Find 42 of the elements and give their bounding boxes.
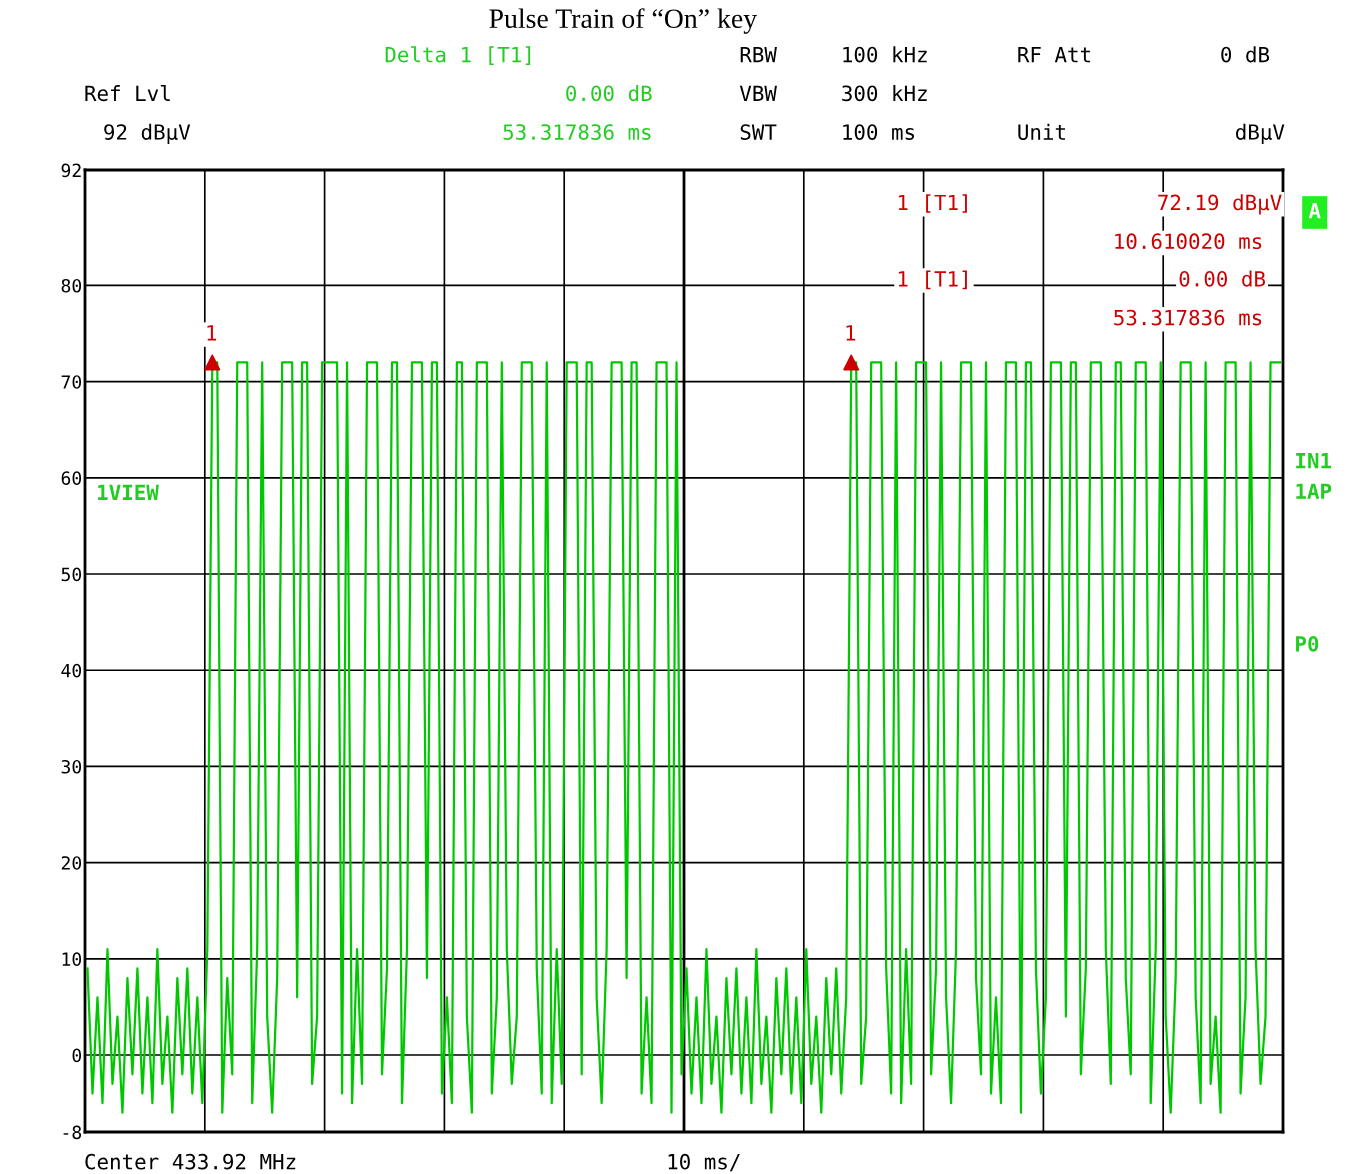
text: Unit	[1018, 123, 1065, 140]
text: 100 kHz	[843, 46, 927, 63]
y-tick-label: 92	[61, 163, 81, 178]
text: 0.00 dB	[566, 85, 652, 102]
y-tick-label: 20	[61, 856, 82, 870]
y-tick-label: 70	[61, 375, 82, 389]
text: 92 dBµV	[104, 123, 191, 144]
text: Center 433.92 MHz	[85, 1153, 296, 1170]
annotation: 0.00 dB	[1179, 270, 1266, 287]
text: 53.317836 ms	[503, 124, 651, 140]
text: 1AP	[1296, 483, 1332, 499]
text: RBW	[740, 46, 777, 63]
annotation: 1 [T1]	[898, 270, 967, 290]
y-tick-label: 0	[72, 1048, 82, 1063]
text: P0	[1296, 635, 1319, 652]
text: RF Att	[1018, 46, 1091, 63]
annotation: 1VIEW	[98, 484, 159, 500]
y-tick-label: 60	[61, 471, 82, 485]
chart-title: Pulse Train of “On” key	[489, 8, 757, 34]
text: VBW	[739, 85, 777, 101]
text: SWT	[740, 124, 777, 140]
y-tick-label: 10	[62, 952, 82, 966]
text: Ref Lvl	[85, 84, 170, 102]
text: A	[1308, 203, 1321, 219]
y-tick-label: -8	[63, 1125, 82, 1140]
text: 300 kHz	[842, 85, 927, 102]
annotation: 1	[207, 325, 217, 341]
text: dBµV	[1236, 123, 1285, 144]
text: 100 ms	[843, 124, 915, 140]
y-tick-label: 80	[61, 278, 82, 293]
annotation: 1 [T1]	[898, 194, 967, 213]
annotation: 1	[846, 325, 856, 341]
annotation: 10.610020 ms	[1115, 233, 1262, 250]
y-tick-label: 30	[61, 759, 82, 774]
text: Delta 1 [T1]	[385, 46, 531, 65]
annotation: 72.19 dBµV	[1158, 194, 1282, 215]
y-tick-label: 40	[61, 663, 82, 678]
text: 0 dB	[1221, 46, 1270, 63]
y-tick-label: 50	[61, 567, 82, 582]
annotation: 53.317836 ms	[1114, 309, 1262, 326]
text: 10 ms/	[668, 1153, 740, 1172]
text: IN1	[1296, 453, 1332, 469]
